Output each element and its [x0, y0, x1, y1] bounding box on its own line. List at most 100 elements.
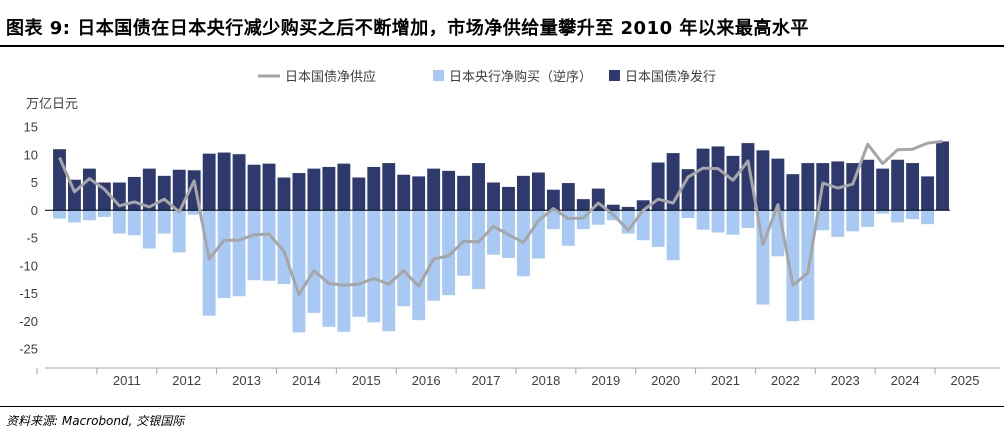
chart: 日本国债净供应 日本央行净购买（逆序） 日本国债净发行 万亿日元 15 10 5 0 -5 -…: [19, 69, 1000, 388]
purchase-bar: [442, 210, 456, 296]
x-tick-label: 2013: [232, 373, 261, 388]
purchase-bar: [97, 210, 111, 217]
y-tick-label: -20: [19, 314, 38, 329]
issuance-bar: [487, 182, 500, 211]
issuance-bar: [397, 174, 411, 211]
issuance-bar: [576, 199, 590, 211]
issuance-bar: [292, 173, 306, 211]
issuance-bar: [771, 158, 785, 211]
purchase-bar: [382, 210, 396, 332]
title-rule: [0, 45, 1004, 47]
y-tick-label: -25: [19, 342, 38, 357]
issuance-bar: [726, 155, 740, 211]
x-tick-label: 2022: [771, 373, 800, 388]
issuance-bar: [157, 175, 171, 211]
footer-rule: [0, 406, 1004, 407]
issuance-bar: [457, 175, 471, 211]
issuance-bar: [307, 168, 321, 211]
y-tick-label: -15: [19, 286, 38, 301]
x-tick-label: 2024: [891, 373, 920, 388]
issuance-bar: [921, 176, 934, 211]
issuance-bar: [636, 200, 650, 211]
purchase-bar: [322, 210, 336, 327]
y-axis: 15 10 5 0 -5 -10 -15 -20 -25: [19, 120, 38, 357]
purchase-bar: [891, 210, 905, 223]
issuance-bar: [876, 168, 890, 211]
x-tick-label: 2011: [113, 373, 141, 388]
x-tick-label: 2014: [292, 373, 321, 388]
x-tick-label: 2017: [472, 373, 501, 388]
purchase-bar: [142, 210, 156, 249]
purchase-bar: [68, 210, 81, 223]
x-tick-label: 2020: [651, 373, 680, 388]
purchase-bar: [531, 210, 545, 259]
y-tick-label: -5: [26, 231, 38, 246]
purchase-bar: [157, 210, 171, 234]
purchase-bar: [711, 210, 725, 233]
issuance-bar: [756, 150, 770, 211]
issuance-bar: [232, 154, 246, 211]
issuance-bar: [367, 166, 381, 211]
issuance-bar: [831, 161, 845, 211]
purchase-bar: [906, 210, 920, 220]
purchase-bar: [172, 210, 186, 253]
purchase-bar: [262, 210, 276, 281]
issuance-bar: [412, 176, 426, 211]
purchase-bar: [82, 210, 96, 221]
x-tick-label: 2012: [172, 373, 201, 388]
issuance-bar: [127, 176, 141, 211]
legend-label: 日本国债净发行: [625, 69, 716, 85]
source-note: 资料来源: Macrobond, 交银国际: [6, 414, 185, 428]
issuance-bar: [651, 162, 665, 211]
issuance-bar: [546, 189, 560, 211]
issuance-bar: [442, 170, 456, 211]
purchase-bar: [217, 210, 231, 298]
issuance-bar: [82, 168, 96, 211]
x-tick-label: 2025: [951, 373, 980, 388]
purchase-bar: [367, 210, 381, 323]
purchase-bar: [546, 210, 560, 230]
issuance-bar: [382, 163, 396, 211]
purchase-bar: [696, 210, 710, 230]
x-tick-label: 2016: [412, 373, 441, 388]
purchase-bar: [352, 210, 366, 317]
issuance-bar: [262, 163, 276, 211]
purchase-bar: [726, 210, 740, 235]
issuance-bar: [337, 163, 351, 211]
purchase-bar: [681, 210, 695, 219]
purchase-bar: [53, 210, 66, 219]
purchase-bar: [876, 210, 890, 214]
purchase-bar: [831, 210, 845, 237]
purchase-bar: [666, 210, 680, 261]
issuance-bar: [217, 152, 231, 211]
issuance-bar: [247, 164, 261, 211]
issuance-bar: [696, 148, 710, 211]
purchase-bar: [307, 210, 321, 313]
x-axis: 2011 2012 2013 2014 2015 2016 2017 2018 2019 2020…: [36, 367, 1000, 388]
purchase-bar: [651, 210, 665, 247]
legend-label: 日本国债净供应: [285, 69, 376, 85]
x-tick-label: 2018: [531, 373, 560, 388]
purchase-bar: [412, 210, 426, 321]
y-tick-label: -10: [19, 258, 38, 273]
issuance-bar: [97, 182, 111, 211]
figure-title: 图表 9: 日本国债在日本央行减少购买之后不断增加，市场净供给量攀升至 2010…: [6, 18, 809, 39]
issuance-bar: [861, 159, 875, 211]
legend-swatch-issuance: [609, 70, 620, 81]
purchase-bar: [921, 210, 934, 225]
issuance-bar: [801, 163, 815, 211]
issuance-bar: [891, 159, 905, 211]
issuance-bar: [427, 168, 441, 211]
x-tick-label: 2021: [711, 373, 740, 388]
issuance-bar: [352, 177, 366, 211]
purchase-bar: [636, 210, 650, 241]
issuance-bar: [561, 183, 575, 211]
purchase-bar: [187, 210, 201, 215]
purchase-bar: [786, 210, 800, 322]
purchase-bars: [53, 210, 949, 333]
purchase-bar: [741, 210, 755, 229]
legend-swatch-purchase: [433, 70, 444, 81]
y-tick-label: 5: [31, 175, 38, 190]
issuance-bar: [517, 175, 530, 211]
issuance-bar: [606, 204, 620, 211]
